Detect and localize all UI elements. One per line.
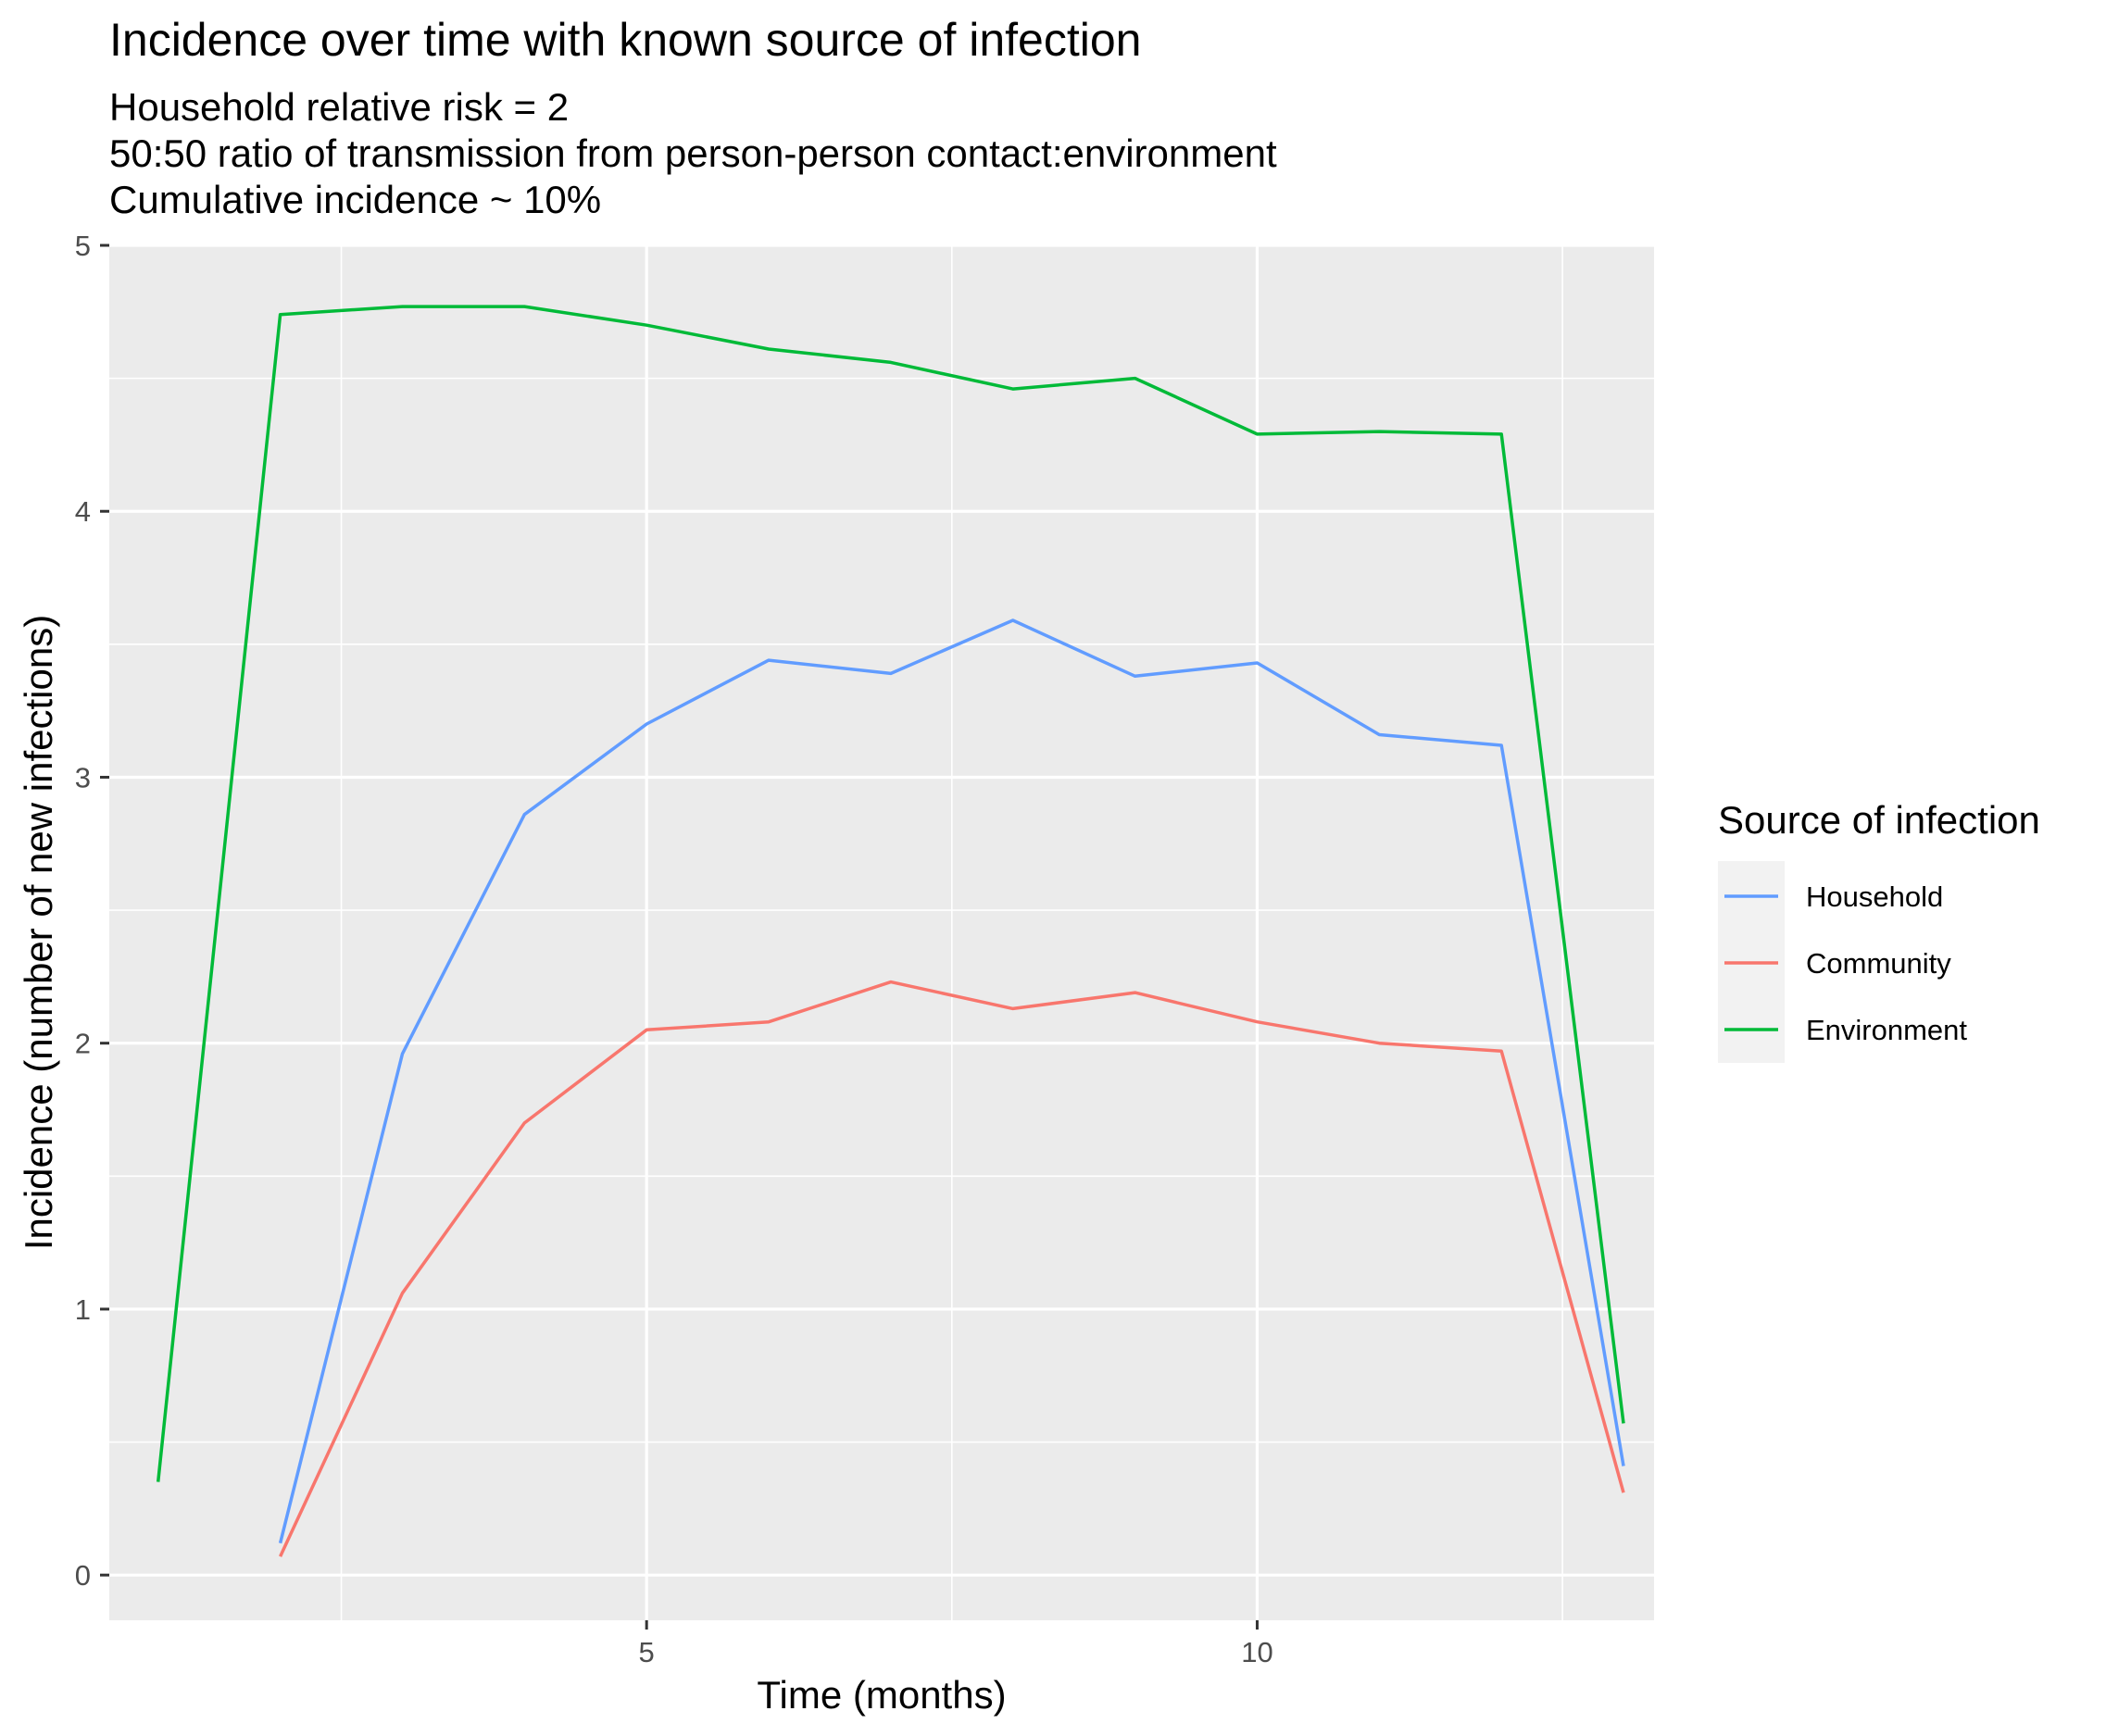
y-tick-label: 4 xyxy=(75,495,91,528)
chart-subtitle-line-3: Cumulative incidence ~ 10% xyxy=(109,178,601,221)
y-tick-label: 1 xyxy=(75,1293,91,1326)
minor-gridlines xyxy=(109,245,1654,1620)
chart-subtitle-line-2: 50:50 ratio of transmission from person-… xyxy=(109,131,1277,175)
y-axis-title: Incidence (number of new infections) xyxy=(17,615,60,1250)
y-tick-label: 5 xyxy=(75,230,91,262)
y-tick-label: 0 xyxy=(75,1559,91,1592)
tick-labels: 0 1 2 3 4 5 5 10 xyxy=(75,230,1273,1668)
series-line-community xyxy=(279,980,1625,1557)
legend: Source of infection Household Community En… xyxy=(1718,798,2040,1063)
legend-items: Household Community Environment xyxy=(1724,880,1967,1046)
chart-subtitle-line-1: Household relative risk = 2 xyxy=(109,85,569,129)
series-line-environment xyxy=(156,305,1625,1482)
legend-title: Source of infection xyxy=(1718,798,2040,842)
plot-panel xyxy=(109,245,1654,1620)
chart-title: Incidence over time with known source of… xyxy=(109,14,1141,66)
legend-label-household: Household xyxy=(1806,880,1943,913)
x-axis-title: Time (months) xyxy=(757,1673,1006,1717)
axis-ticks xyxy=(100,244,1259,1630)
series-lines xyxy=(156,305,1625,1557)
y-tick-label: 3 xyxy=(75,761,91,793)
series-line-household xyxy=(278,618,1625,1544)
x-tick-label: 5 xyxy=(639,1636,655,1668)
legend-label-community: Community xyxy=(1806,947,1951,980)
y-tick-label: 2 xyxy=(75,1028,91,1060)
x-tick-label: 10 xyxy=(1241,1636,1272,1668)
legend-label-environment: Environment xyxy=(1806,1014,1967,1046)
